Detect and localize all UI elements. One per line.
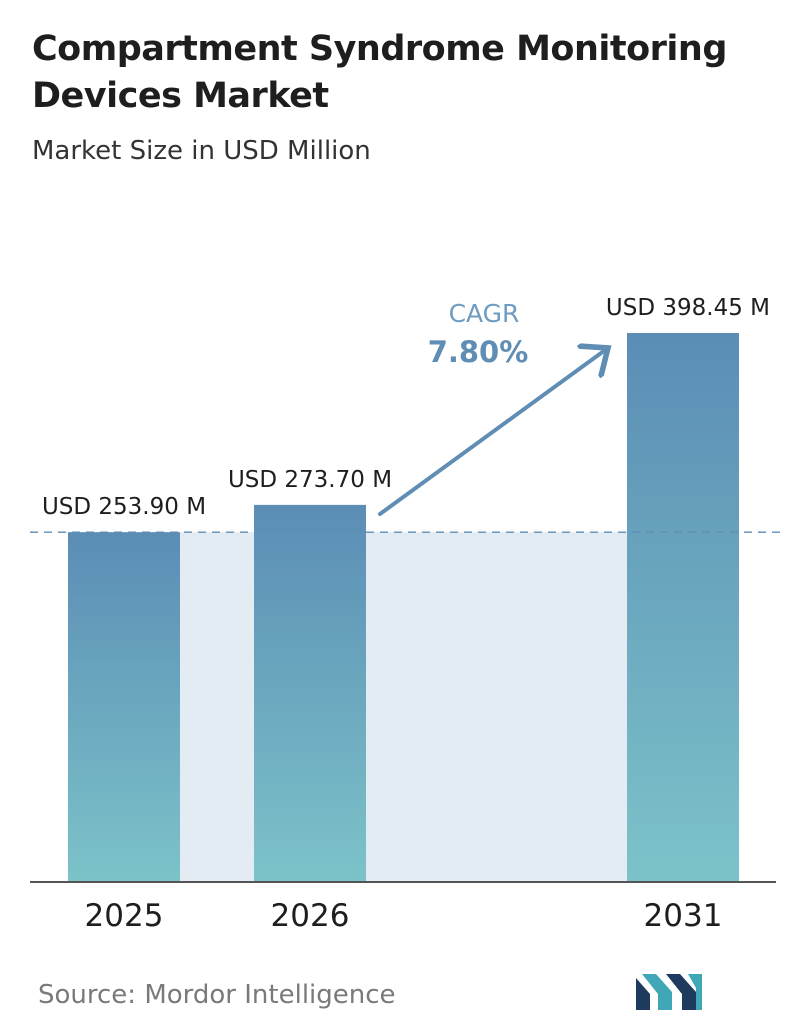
value-labels: USD 253.90 M USD 273.70 M USD 398.45 M xyxy=(42,295,770,520)
bar-2031 xyxy=(627,333,739,882)
mordor-intelligence-logo-icon xyxy=(636,974,702,1010)
value-label-2026: USD 273.70 M xyxy=(228,467,392,493)
cagr-value: 7.80% xyxy=(428,335,529,369)
value-label-2025: USD 253.90 M xyxy=(42,494,206,520)
bars xyxy=(68,333,739,882)
x-tick-2031: 2031 xyxy=(644,898,723,934)
chart-title: Compartment Syndrome Monitoring Devices … xyxy=(32,29,727,116)
chart-subtitle: Market Size in USD Million xyxy=(32,136,371,166)
x-tick-2025: 2025 xyxy=(85,898,164,934)
cagr-arrow xyxy=(378,348,608,516)
bar-2026 xyxy=(254,504,366,882)
background-band xyxy=(180,532,254,882)
source-note: Source: Mordor Intelligence xyxy=(38,980,396,1010)
x-tick-2026: 2026 xyxy=(271,898,350,934)
value-label-2031: USD 398.45 M xyxy=(606,295,770,321)
background-bands xyxy=(180,532,627,882)
bar-2025 xyxy=(68,532,180,882)
cagr-label: CAGR xyxy=(449,299,520,328)
x-tick-labels: 2025 2026 2031 xyxy=(85,898,723,934)
background-band xyxy=(366,532,627,882)
